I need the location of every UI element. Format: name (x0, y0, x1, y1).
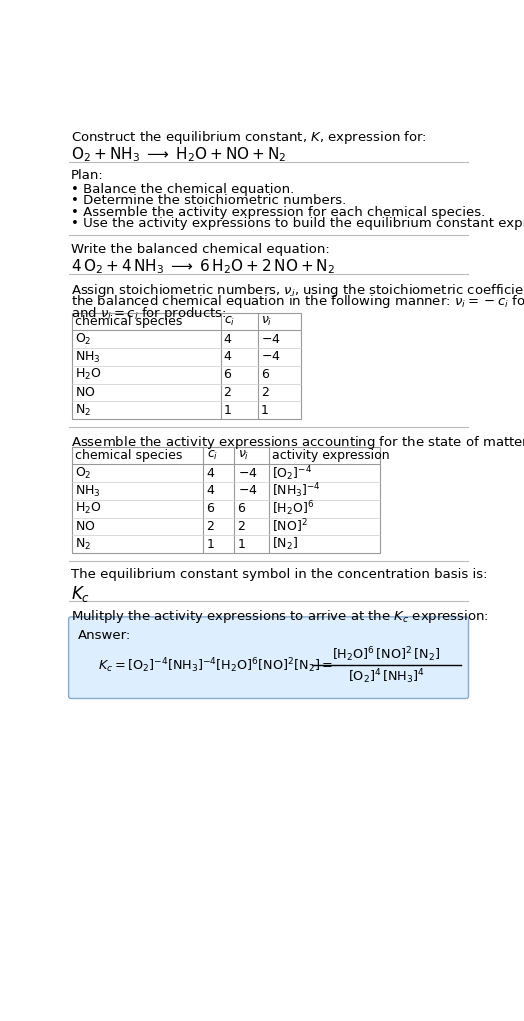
Text: $[\mathrm{NO}]^{2}$: $[\mathrm{NO}]^{2}$ (271, 518, 307, 535)
Text: Construct the equilibrium constant, $K$, expression for:: Construct the equilibrium constant, $K$,… (71, 130, 427, 146)
Text: chemical species: chemical species (75, 315, 182, 328)
Text: 4: 4 (224, 350, 232, 363)
Bar (72, 312, 301, 419)
Text: $\nu_i$: $\nu_i$ (237, 449, 249, 463)
Text: $\mathrm{4\,O_2 + 4\,NH_3 \;\longrightarrow\; 6\,H_2O + 2\,NO + N_2}$: $\mathrm{4\,O_2 + 4\,NH_3 \;\longrightar… (71, 257, 335, 276)
Text: 2: 2 (224, 386, 232, 399)
Text: Plan:: Plan: (71, 169, 104, 183)
Text: 4: 4 (224, 333, 232, 346)
Text: $\mathrm{NO}$: $\mathrm{NO}$ (75, 520, 95, 533)
Text: Mulitply the activity expressions to arrive at the $K_c$ expression:: Mulitply the activity expressions to arr… (71, 609, 489, 626)
Text: 1: 1 (261, 403, 269, 417)
Text: 2: 2 (237, 520, 245, 533)
Text: activity expression: activity expression (271, 449, 389, 463)
Text: $\mathrm{H_2O}$: $\mathrm{H_2O}$ (75, 368, 101, 382)
Text: 1: 1 (237, 538, 245, 550)
Text: $[\mathrm{H_2O}]^{6}$: $[\mathrm{H_2O}]^{6}$ (271, 499, 314, 518)
Text: $[\mathrm{O_2}]^{-4}$: $[\mathrm{O_2}]^{-4}$ (271, 464, 312, 483)
Text: $\nu_i$: $\nu_i$ (261, 315, 272, 328)
Text: the balanced chemical equation in the following manner: $\nu_i = -c_i$ for react: the balanced chemical equation in the fo… (71, 293, 524, 310)
Text: $\mathrm{O_2 + NH_3 \;\longrightarrow\; H_2O + NO + N_2}$: $\mathrm{O_2 + NH_3 \;\longrightarrow\; … (71, 145, 286, 163)
Text: • Assemble the activity expression for each chemical species.: • Assemble the activity expression for e… (71, 205, 485, 218)
Text: 6: 6 (224, 369, 232, 381)
Text: $-4$: $-4$ (261, 350, 280, 363)
Text: $[\mathrm{O_2}]^4 \, [\mathrm{NH_3}]^4$: $[\mathrm{O_2}]^4 \, [\mathrm{NH_3}]^4$ (348, 667, 425, 685)
Text: 6: 6 (261, 369, 269, 381)
Text: $[\mathrm{H_2O}]^6 \, [\mathrm{NO}]^2 \, [\mathrm{N_2}]$: $[\mathrm{H_2O}]^6 \, [\mathrm{NO}]^2 \,… (332, 645, 441, 664)
Text: $\mathrm{H_2O}$: $\mathrm{H_2O}$ (75, 501, 101, 517)
Text: $\mathrm{N_2}$: $\mathrm{N_2}$ (75, 402, 91, 418)
Text: $c_i$: $c_i$ (206, 449, 218, 463)
Text: $[\mathrm{N_2}]$: $[\mathrm{N_2}]$ (271, 536, 298, 552)
Text: $\mathrm{N_2}$: $\mathrm{N_2}$ (75, 537, 91, 551)
Text: $\mathrm{O_2}$: $\mathrm{O_2}$ (75, 466, 91, 481)
Text: • Determine the stoichiometric numbers.: • Determine the stoichiometric numbers. (71, 194, 346, 207)
Text: Answer:: Answer: (78, 629, 131, 642)
Text: $\mathrm{NH_3}$: $\mathrm{NH_3}$ (75, 483, 101, 498)
Text: chemical species: chemical species (75, 449, 182, 463)
Text: 4: 4 (206, 485, 214, 497)
Text: The equilibrium constant symbol in the concentration basis is:: The equilibrium constant symbol in the c… (71, 569, 487, 581)
Text: $\mathrm{NO}$: $\mathrm{NO}$ (75, 386, 95, 399)
Text: • Use the activity expressions to build the equilibrium constant expression.: • Use the activity expressions to build … (71, 217, 524, 230)
Text: $-4$: $-4$ (237, 467, 257, 480)
Bar (72, 447, 380, 553)
Text: $\mathrm{NH_3}$: $\mathrm{NH_3}$ (75, 349, 101, 364)
Text: $c_i$: $c_i$ (224, 315, 235, 328)
Text: • Balance the chemical equation.: • Balance the chemical equation. (71, 183, 294, 196)
Text: 2: 2 (206, 520, 214, 533)
Text: 6: 6 (206, 502, 214, 516)
Text: and $\nu_i = c_i$ for products:: and $\nu_i = c_i$ for products: (71, 305, 226, 322)
Text: $K_c = [\mathrm{O_2}]^{-4} [\mathrm{NH_3}]^{-4} [\mathrm{H_2O}]^{6} [\mathrm{NO}: $K_c = [\mathrm{O_2}]^{-4} [\mathrm{NH_3… (98, 657, 333, 675)
Text: 1: 1 (224, 403, 232, 417)
Text: $-4$: $-4$ (237, 485, 257, 497)
FancyBboxPatch shape (69, 617, 468, 698)
Text: 6: 6 (237, 502, 245, 516)
Text: 2: 2 (261, 386, 269, 399)
Text: 1: 1 (206, 538, 214, 550)
Text: 4: 4 (206, 467, 214, 480)
Text: Assign stoichiometric numbers, $\nu_i$, using the stoichiometric coefficients, $: Assign stoichiometric numbers, $\nu_i$, … (71, 282, 524, 299)
Text: $[\mathrm{NH_3}]^{-4}$: $[\mathrm{NH_3}]^{-4}$ (271, 482, 321, 500)
Text: $K_c$: $K_c$ (71, 584, 90, 603)
Text: $-4$: $-4$ (261, 333, 280, 346)
Text: $\mathrm{O_2}$: $\mathrm{O_2}$ (75, 332, 91, 347)
Text: Assemble the activity expressions accounting for the state of matter and $\nu_i$: Assemble the activity expressions accoun… (71, 434, 524, 451)
Text: Write the balanced chemical equation:: Write the balanced chemical equation: (71, 243, 330, 255)
